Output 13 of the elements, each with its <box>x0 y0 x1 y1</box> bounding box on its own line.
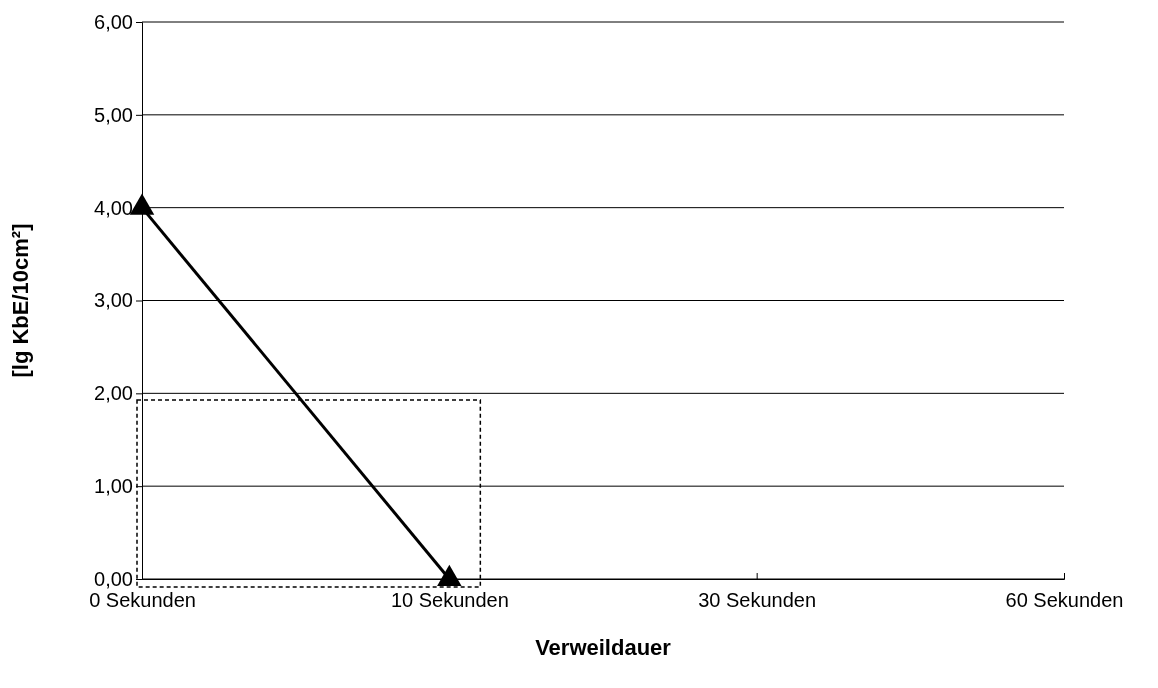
x-tick-label: 10 Sekunden <box>390 589 509 612</box>
y-tick-label: 0,00 <box>94 567 133 590</box>
y-tick-label: 1,00 <box>94 475 133 498</box>
y-tick-label: 4,00 <box>94 196 133 219</box>
x-tick-label: 30 Sekunden <box>698 589 817 612</box>
x-axis-title: Verweildauer <box>535 635 672 660</box>
y-tick-label: 3,00 <box>94 289 133 312</box>
y-tick-label: 5,00 <box>94 103 133 126</box>
y-axis-title: [lg KbE/10cm²] <box>8 223 33 378</box>
y-tick-label: 6,00 <box>94 10 133 33</box>
x-tick-label: 60 Sekunden <box>1005 589 1124 612</box>
x-tick-label: 0 Sekunden <box>89 589 196 612</box>
y-tick-label: 2,00 <box>94 382 133 405</box>
